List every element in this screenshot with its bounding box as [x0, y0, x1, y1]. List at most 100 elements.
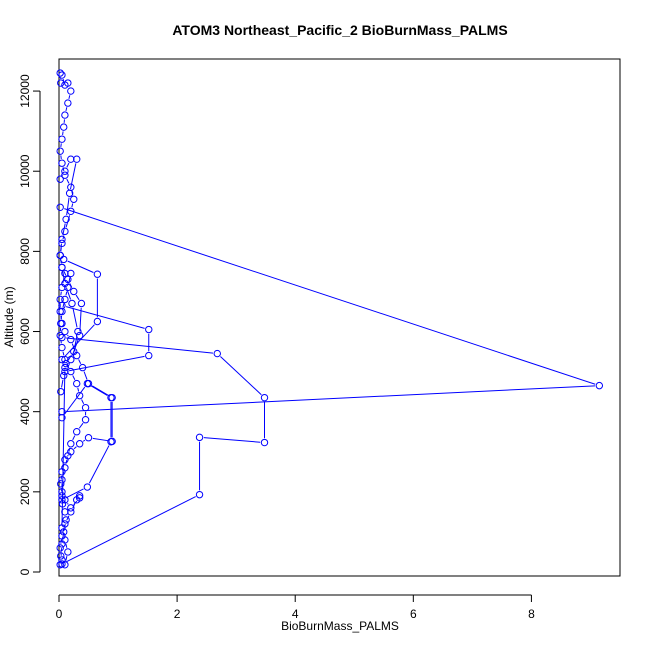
data-point: [61, 171, 69, 179]
series-segment: [64, 367, 66, 372]
series-segment: [92, 437, 108, 442]
data-point: [195, 433, 204, 442]
data-point: [56, 251, 64, 260]
data-point: [61, 111, 69, 119]
data-point: [58, 500, 67, 508]
data-point: [75, 391, 84, 400]
x-tick-label: 0: [56, 607, 63, 621]
series-segment: [72, 307, 78, 328]
plot-frame: [58, 58, 621, 577]
data-point: [57, 387, 65, 396]
data-point: [74, 327, 82, 336]
data-point: [64, 548, 72, 556]
series-segment: [60, 143, 62, 147]
series-segment: [65, 107, 68, 112]
series-segment: [62, 271, 65, 280]
series-segment: [65, 496, 196, 563]
data-point: [61, 279, 69, 288]
series-5: [58, 379, 115, 504]
series-segment: [67, 260, 94, 273]
data-point: [56, 544, 64, 552]
series-segment: [67, 454, 69, 457]
series-segment: [90, 385, 108, 396]
data-point: [70, 195, 78, 203]
series-segment: [72, 435, 76, 441]
data-point: [93, 270, 102, 278]
data-point: [61, 464, 69, 472]
series-segment: [72, 375, 76, 380]
series-segment: [65, 306, 145, 329]
data-point: [70, 347, 78, 356]
data-point: [145, 351, 153, 360]
series-segment: [60, 243, 62, 252]
x-axis: 0 2 4 6 8: [56, 594, 535, 621]
data-point: [260, 438, 269, 447]
data-point: [58, 135, 66, 143]
series-layer: [56, 69, 604, 569]
data-point: [56, 147, 64, 155]
data-point: [195, 490, 204, 499]
data-point: [61, 536, 69, 544]
series-segment: [78, 422, 84, 429]
data-point: [83, 379, 92, 388]
series-2: [58, 255, 102, 364]
series-segment: [64, 324, 95, 357]
data-point: [58, 524, 66, 532]
series-segment: [88, 445, 110, 484]
data-point: [61, 227, 69, 236]
data-point: [83, 483, 92, 491]
data-point: [67, 335, 75, 344]
x-tick-label: 6: [410, 607, 417, 621]
series-4: [58, 333, 269, 568]
data-point: [68, 299, 76, 308]
series-segment: [66, 337, 214, 354]
data-point: [595, 381, 604, 390]
series-segment: [67, 362, 69, 365]
series-segment: [65, 291, 68, 296]
data-point: [75, 331, 84, 340]
y-tick-label: 10000: [18, 154, 32, 188]
y-tick-label: 4000: [18, 398, 32, 425]
data-point: [58, 301, 66, 310]
series-segment: [91, 385, 109, 396]
series-segment: [60, 155, 62, 160]
series-segment: [78, 359, 82, 364]
series-segment: [73, 446, 77, 450]
data-point: [93, 317, 102, 326]
data-point: [81, 415, 90, 424]
series-segment: [220, 356, 262, 396]
y-tick-label: 12000: [18, 74, 32, 108]
data-point: [67, 440, 75, 448]
series-6: [56, 155, 82, 396]
data-point: [62, 215, 70, 224]
data-point: [58, 488, 66, 496]
data-point: [60, 528, 68, 536]
data-point: [58, 476, 66, 484]
y-axis: 0 2000 4000 6000 8000 10000 12000: [18, 74, 41, 575]
data-point: [61, 81, 69, 89]
x-tick-label: 2: [174, 607, 181, 621]
series-segment: [62, 79, 65, 82]
data-point: [73, 155, 81, 163]
series-segment: [67, 503, 69, 505]
series-segment: [60, 291, 62, 296]
data-point: [58, 235, 66, 244]
data-point: [60, 123, 68, 131]
data-point: [67, 87, 75, 95]
x-tick-label: 8: [528, 607, 535, 621]
data-point: [58, 159, 66, 167]
data-point: [65, 189, 74, 197]
series-segment: [64, 208, 596, 385]
data-point: [57, 552, 65, 560]
series-segment: [66, 515, 70, 521]
data-point: [73, 496, 81, 504]
series-segment: [71, 339, 79, 356]
data-point: [67, 508, 75, 516]
y-tick-label: 8000: [18, 238, 32, 265]
series-segment: [81, 399, 85, 405]
data-point: [73, 428, 81, 436]
data-point: [58, 71, 66, 79]
series-segment: [67, 354, 72, 361]
